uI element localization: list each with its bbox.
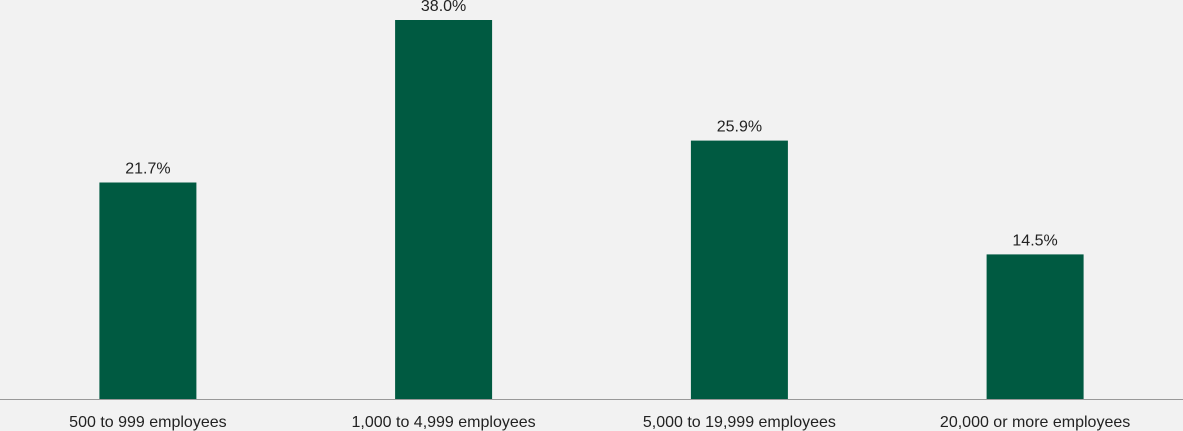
- x-tick-label-2: 1,000 to 4,999 employees: [352, 414, 536, 431]
- data-label-3: 25.9%: [717, 119, 762, 136]
- x-tick-label-1: 500 to 999 employees: [69, 414, 226, 431]
- x-tick-label-3: 5,000 to 19,999 employees: [643, 414, 836, 431]
- bar-3: [690, 140, 788, 399]
- x-tick-labels-layer: 500 to 999 employees 1,000 to 4,999 emplo…: [69, 414, 1130, 431]
- data-label-2: 38.0%: [421, 0, 466, 15]
- data-labels-layer: 21.7% 38.0% 25.9% 14.5%: [125, 0, 1058, 249]
- x-tick-label-4: 20,000 or more employees: [940, 414, 1130, 431]
- data-label-4: 14.5%: [1012, 232, 1057, 249]
- bar-2: [395, 20, 493, 399]
- bar-1: [99, 182, 197, 399]
- bars-layer: [99, 20, 1084, 399]
- bar-4: [986, 254, 1084, 399]
- data-label-1: 21.7%: [125, 161, 170, 178]
